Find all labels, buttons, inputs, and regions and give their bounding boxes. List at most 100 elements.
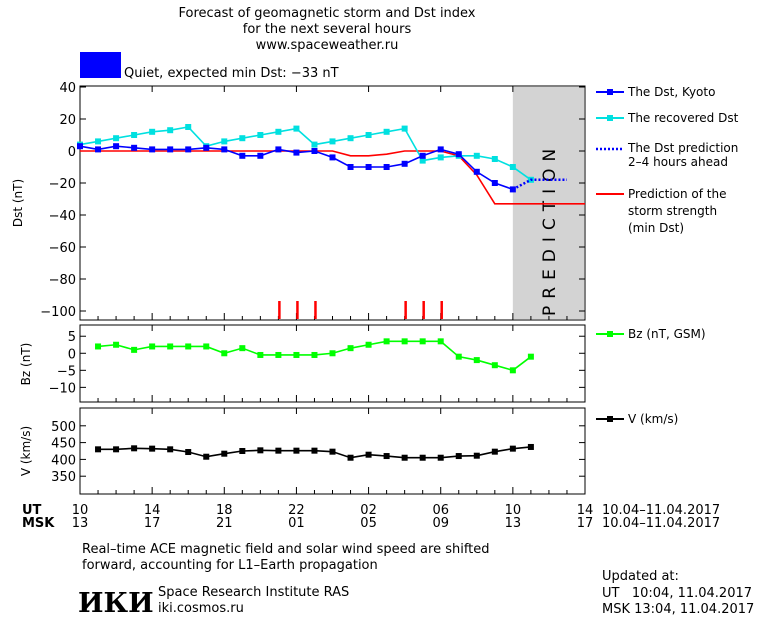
- bz-series-layer: [95, 338, 534, 374]
- msk-tick-label: 13: [505, 516, 522, 531]
- data-point: [167, 343, 174, 350]
- data-point: [185, 343, 192, 350]
- data-point: [419, 454, 426, 461]
- msk-tick-label: 21: [216, 516, 233, 531]
- y-tick-label: −60: [49, 241, 76, 256]
- data-point: [329, 154, 336, 161]
- y-tick-label: 450: [51, 437, 76, 452]
- ut-tick-label: 02: [360, 503, 377, 518]
- data-point: [347, 164, 354, 170]
- v-series-layer: [95, 443, 534, 461]
- dst-y-axis: 40 20 0 −20 −40 −60 −80 −100: [40, 81, 585, 320]
- iki-logo: ИКИ: [78, 588, 154, 619]
- data-point: [95, 343, 102, 350]
- data-point: [455, 151, 462, 158]
- data-point: [401, 160, 408, 167]
- y-tick-label: −80: [49, 273, 76, 288]
- data-point: [167, 127, 174, 134]
- msk-tick-label: 13: [72, 516, 89, 531]
- legend-storm-strength-line3: (min Dst): [628, 221, 684, 235]
- data-point: [509, 445, 516, 452]
- data-point: [419, 157, 426, 164]
- data-point: [383, 338, 390, 345]
- data-point: [329, 350, 336, 357]
- data-point: [203, 144, 210, 151]
- data-point: [185, 146, 192, 153]
- msk-row-label: MSK: [22, 516, 55, 531]
- dst-series-layer: [77, 124, 585, 205]
- data-point: [239, 345, 246, 352]
- msk-tick-label: 01: [288, 516, 305, 531]
- data-point: [437, 146, 444, 153]
- data-point: [437, 154, 444, 161]
- data-point: [473, 357, 480, 364]
- data-point: [95, 446, 102, 453]
- data-point: [437, 454, 444, 461]
- data-point: [401, 125, 408, 132]
- data-point: [419, 152, 426, 159]
- msk-tick-label: 05: [360, 516, 377, 531]
- y-tick-label: 500: [51, 420, 76, 435]
- data-point: [491, 180, 498, 186]
- y-tick-label: −10: [49, 381, 76, 396]
- y-tick-label: 5: [68, 330, 76, 345]
- data-point: [149, 343, 156, 350]
- data-point: [509, 367, 516, 374]
- series-line: [80, 150, 585, 205]
- data-point: [167, 146, 174, 153]
- data-point: [491, 448, 498, 455]
- data-point: [203, 343, 210, 350]
- data-point: [221, 146, 228, 153]
- updated-msk: MSK 13:04, 11.04.2017: [602, 602, 754, 617]
- data-point: [149, 146, 156, 153]
- legend-recovered-dst-label: The recovered Dst: [627, 111, 739, 125]
- data-point: [455, 353, 462, 360]
- data-point: [203, 453, 210, 460]
- data-point: [311, 141, 318, 148]
- legend-bz: Bz (nT, GSM): [596, 327, 706, 341]
- data-point: [365, 341, 372, 348]
- data-point: [95, 138, 102, 145]
- data-point: [293, 125, 300, 132]
- y-tick-label: −5: [57, 364, 76, 379]
- data-point: [257, 132, 264, 138]
- data-point: [527, 353, 534, 360]
- data-point: [347, 135, 354, 142]
- legend-storm-strength: Prediction of the storm strength (min Ds…: [596, 187, 727, 235]
- y-tick-label: −100: [40, 305, 76, 320]
- data-point: [149, 445, 156, 452]
- y-tick-label: 0: [68, 145, 76, 160]
- data-point: [329, 138, 336, 145]
- data-point: [113, 143, 120, 150]
- data-point: [257, 152, 264, 159]
- data-point: [131, 144, 138, 151]
- msk-tick-label: 09: [432, 516, 449, 531]
- legend-dst-kyoto: The Dst, Kyoto: [596, 85, 715, 99]
- ut-tick-label: 06: [432, 503, 449, 518]
- data-point: [113, 341, 120, 348]
- bz-panel-frame: [79, 324, 586, 403]
- legend-recovered-dst: The recovered Dst: [596, 111, 739, 125]
- data-point: [365, 164, 372, 170]
- institute-name: Space Research Institute RAS: [158, 585, 349, 600]
- legend-bz-label: Bz (nT, GSM): [628, 327, 706, 341]
- data-point: [257, 351, 264, 358]
- y-tick-label: 400: [51, 453, 76, 468]
- bz-ylabel: Bz (nT): [19, 343, 33, 386]
- data-point: [383, 164, 390, 170]
- data-point: [437, 338, 444, 345]
- bz-y-axis: 5 0 −5 −10: [49, 330, 585, 396]
- data-point: [167, 446, 174, 453]
- data-point: [131, 346, 138, 353]
- data-point: [473, 452, 480, 459]
- data-point: [527, 443, 534, 450]
- footer-note-line1: Real–time ACE magnetic field and solar w…: [82, 542, 490, 557]
- y-tick-label: 0: [68, 347, 76, 362]
- dst-ylabel: Dst (nT): [11, 179, 25, 227]
- status-text: Quiet, expected min Dst: −33 nT: [124, 66, 339, 81]
- ut-date-range: 10.04–11.04.2017: [602, 503, 720, 518]
- msk-tick-label: 17: [144, 516, 161, 531]
- data-point: [311, 148, 318, 154]
- ut-tick-label: 10: [505, 503, 522, 518]
- data-point: [311, 351, 318, 358]
